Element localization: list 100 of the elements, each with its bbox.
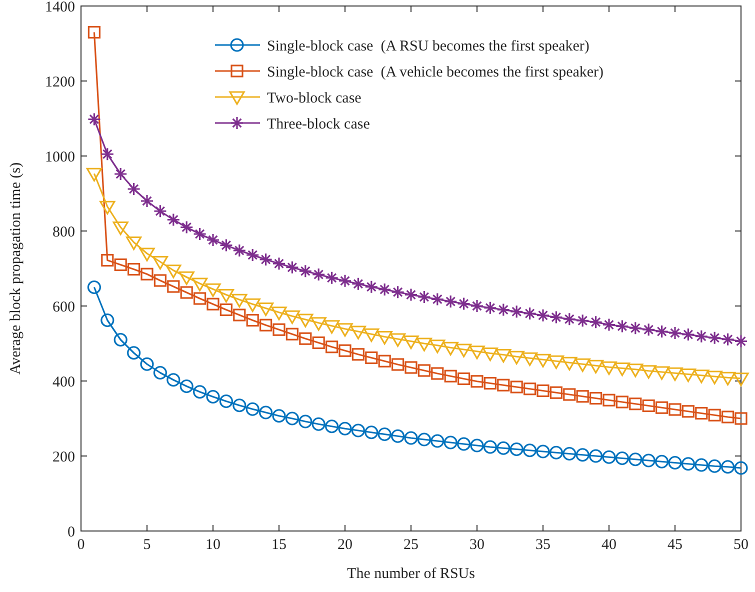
point	[496, 348, 512, 363]
y-axis-title: Average block propagation time (s)	[8, 162, 24, 375]
point	[206, 298, 220, 310]
point	[166, 373, 180, 387]
point	[180, 286, 193, 299]
point	[484, 376, 496, 390]
point	[734, 412, 748, 425]
point	[456, 344, 472, 358]
point	[721, 460, 735, 474]
point	[562, 356, 578, 370]
x-tick-label: 10	[206, 537, 220, 553]
point	[667, 367, 683, 381]
point	[180, 220, 194, 234]
point	[655, 454, 669, 468]
point	[416, 338, 432, 352]
point	[364, 426, 378, 440]
point	[259, 406, 273, 420]
point	[180, 379, 194, 394]
point	[695, 406, 708, 420]
point	[310, 317, 326, 331]
legend-label: Single-block case (A vehicle becomes the first speaker)	[267, 64, 604, 80]
point	[326, 340, 338, 354]
point	[628, 452, 642, 466]
point	[483, 301, 497, 315]
point	[233, 308, 246, 322]
x-tick-label: 30	[470, 537, 484, 553]
point	[193, 227, 207, 241]
point	[272, 323, 286, 336]
point	[628, 321, 642, 335]
point	[417, 290, 431, 304]
point	[482, 347, 498, 362]
point	[114, 167, 128, 181]
point	[178, 271, 194, 285]
point	[642, 322, 656, 336]
y-tick-label: 200	[52, 449, 75, 466]
point	[656, 401, 668, 414]
point	[680, 368, 696, 382]
point	[246, 402, 260, 416]
y-tick-label: 800	[52, 224, 75, 240]
legend-label: Single-block case (A RSU becomes the first speaker)	[267, 38, 590, 54]
point	[259, 252, 273, 266]
point	[602, 450, 616, 464]
point	[722, 410, 734, 424]
point	[153, 366, 167, 380]
y-tick-label: 400	[52, 374, 75, 390]
point	[694, 330, 708, 344]
point	[601, 361, 617, 375]
point	[140, 268, 154, 280]
point	[285, 260, 299, 274]
point	[708, 459, 722, 473]
point	[642, 399, 655, 412]
point	[470, 299, 484, 313]
point	[166, 264, 182, 278]
point	[246, 248, 260, 262]
point	[616, 396, 628, 408]
point	[140, 194, 154, 208]
point	[536, 444, 550, 458]
point	[457, 296, 471, 311]
point	[86, 168, 102, 182]
point	[708, 331, 722, 345]
point	[127, 182, 141, 196]
point	[681, 328, 695, 342]
legend-label: Three-block case	[267, 116, 370, 132]
point	[218, 288, 234, 303]
point	[112, 221, 128, 236]
point	[442, 342, 458, 356]
x-axis-title: The number of RSUs	[347, 566, 476, 582]
x-tick-label: 5	[143, 537, 151, 553]
point	[654, 366, 670, 380]
point	[562, 446, 576, 461]
point	[497, 378, 510, 392]
point	[258, 302, 274, 316]
point	[364, 280, 378, 294]
point	[351, 424, 365, 438]
x-tick-label: 35	[536, 537, 550, 553]
point	[682, 405, 694, 418]
point	[299, 332, 312, 345]
x-tick-label: 25	[404, 537, 418, 553]
point	[392, 358, 404, 371]
point	[194, 292, 206, 305]
point	[404, 431, 418, 445]
point	[576, 448, 590, 462]
point	[602, 318, 616, 332]
point	[524, 382, 536, 396]
point	[549, 310, 563, 324]
point	[154, 274, 166, 287]
point	[640, 365, 656, 379]
point	[232, 244, 246, 258]
point	[733, 372, 749, 386]
point	[562, 312, 576, 326]
point	[444, 436, 458, 450]
point	[548, 355, 564, 369]
point	[404, 361, 418, 374]
point	[219, 238, 233, 252]
point	[470, 438, 484, 452]
point	[139, 248, 155, 262]
point	[496, 441, 510, 455]
point	[510, 442, 524, 456]
point	[510, 304, 524, 318]
point	[152, 256, 168, 270]
